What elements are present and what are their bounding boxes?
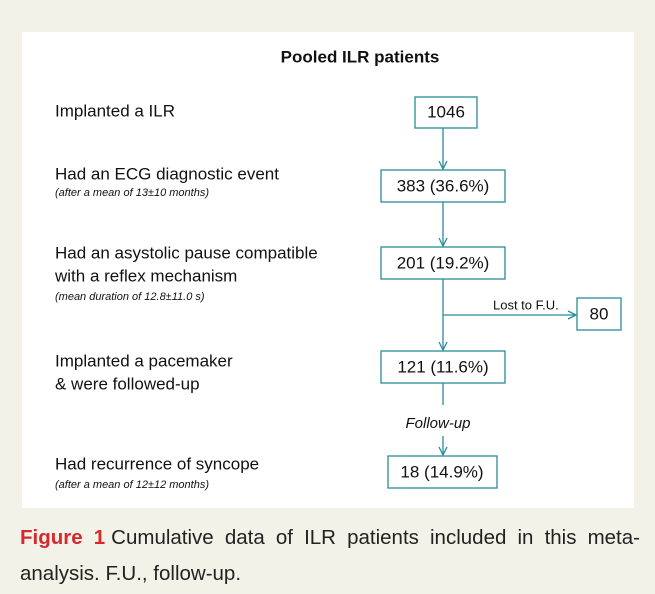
step-label: Implanted a ILR xyxy=(55,101,175,120)
step-label: Implanted a pacemaker xyxy=(55,351,233,370)
step-label: Had recurrence of syncope xyxy=(55,454,259,473)
caption: Figure 1 Cumulative data of ILR patients … xyxy=(20,520,640,592)
title: Pooled ILR patients xyxy=(281,47,440,66)
box-value: 201 (19.2%) xyxy=(397,253,490,272)
box xyxy=(387,455,498,489)
step-label: & were followed-up xyxy=(55,374,200,393)
box xyxy=(380,246,506,280)
step-note: (mean duration of 12.8±11.0 s) xyxy=(55,291,205,303)
box xyxy=(380,169,506,203)
step-label: Had an asystolic pause compatible xyxy=(55,243,318,262)
box-value: 383 (36.6%) xyxy=(397,176,490,195)
box xyxy=(576,297,622,331)
caption-text: Cumulative data of ILR patients included… xyxy=(20,526,640,585)
box-value: 80 xyxy=(590,304,609,323)
flowchart: Pooled ILR patients Implanted a ILR 1046… xyxy=(54,47,622,491)
step-label: with a reflex mechanism xyxy=(54,266,237,285)
box-value: 1046 xyxy=(427,102,465,121)
step-note: (after a mean of 12±12 months) xyxy=(55,479,209,491)
step-note: (after a mean of 13±10 months) xyxy=(55,187,209,199)
box-value: 121 (11.6%) xyxy=(397,357,488,376)
box-value: 18 (14.9%) xyxy=(400,462,483,481)
figure-panel xyxy=(22,32,634,508)
step-label: Had an ECG diagnostic event xyxy=(55,164,279,183)
branch-label: Lost to F.U. xyxy=(493,297,559,312)
box xyxy=(414,96,478,129)
figure-label: Figure 1 xyxy=(20,526,106,549)
follow-up-label: Follow-up xyxy=(405,415,470,432)
